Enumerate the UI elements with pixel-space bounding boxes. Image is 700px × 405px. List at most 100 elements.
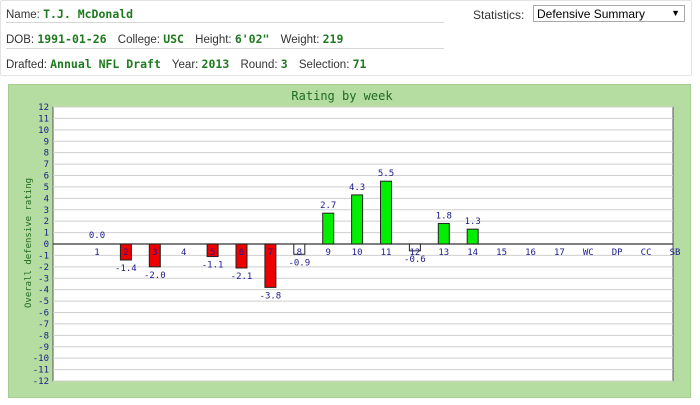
drafted-value: Annual NFL Draft: [50, 57, 161, 71]
x-tick-label: 9: [325, 248, 330, 258]
x-tick-label: 16: [525, 248, 536, 258]
y-tick-label: -3: [38, 274, 49, 284]
round-value: 3: [280, 57, 288, 71]
bar: [466, 228, 479, 245]
y-tick-label: -7: [38, 320, 49, 330]
y-tick-label: 7: [44, 160, 49, 170]
chart-panel: Rating by week Overall defensive rating …: [8, 84, 691, 398]
x-tick-label: 14: [467, 248, 478, 258]
data-label: 2.7: [320, 201, 336, 211]
name-label: Name:: [6, 9, 40, 21]
dob-label: DOB:: [6, 34, 35, 46]
y-tick-label: -1: [38, 251, 49, 261]
bar: [437, 222, 450, 245]
y-tick-label: 9: [44, 137, 49, 147]
dob-value: 1991-01-26: [37, 32, 107, 46]
bar: [119, 243, 132, 261]
rating-chart: Rating by week Overall defensive rating …: [24, 89, 681, 387]
draft-row: Drafted: Annual NFL Draft Year: 2013 Rou…: [6, 57, 366, 71]
x-tick-label: 15: [496, 248, 507, 258]
year-value: 2013: [201, 57, 230, 71]
data-label: -1.1: [202, 261, 224, 271]
y-tick-label: 2: [44, 217, 49, 227]
statistics-label: Statistics:: [473, 8, 525, 22]
x-tick-label: 3: [152, 248, 157, 258]
college-label: College:: [117, 34, 160, 46]
drafted-label: Drafted:: [6, 59, 47, 71]
x-tick-label: 2: [123, 248, 128, 258]
college-value: USC: [163, 32, 184, 46]
statistics-select[interactable]: Defensive Summary ▼: [533, 5, 685, 22]
data-label: 4.3: [349, 183, 365, 193]
y-tick-label: 11: [38, 114, 49, 124]
x-tick-label: 17: [554, 248, 565, 258]
y-tick-label: -4: [38, 286, 49, 296]
bar: [293, 243, 306, 255]
data-label: -1.4: [115, 264, 137, 274]
round-label: Round:: [240, 59, 278, 71]
x-tick-label: 13: [438, 248, 449, 258]
y-tick-label: -11: [33, 366, 49, 376]
y-tick-label: 3: [44, 206, 49, 216]
dropdown-arrow-icon: ▼: [671, 8, 680, 18]
x-tick-label: 1: [94, 248, 99, 258]
y-tick-label: 10: [38, 126, 49, 136]
statistics-selected-value: Defensive Summary: [537, 7, 646, 21]
selection-label: Selection:: [298, 59, 350, 71]
y-tick-label: -12: [33, 377, 49, 387]
y-tick-label: -5: [38, 297, 49, 307]
y-tick-label: -10: [33, 354, 49, 364]
y-tick-label: 4: [44, 194, 49, 204]
x-tick-label: WC: [583, 248, 594, 258]
bar: [264, 243, 277, 288]
y-tick-label: 6: [44, 172, 49, 182]
bar: [408, 243, 421, 252]
divider: [6, 48, 444, 49]
bio-row: DOB: 1991-01-26 College: USC Height: 6'0…: [6, 32, 343, 46]
x-tick-label: 11: [381, 248, 392, 258]
height-label: Height:: [195, 34, 232, 46]
data-label: 5.5: [378, 169, 394, 179]
x-tick-label: 5: [210, 248, 215, 258]
x-tick-label: SB: [670, 248, 681, 258]
x-tick-label: 4: [181, 248, 186, 258]
y-tick-label: 0: [44, 240, 49, 250]
data-label: -2.0: [144, 271, 166, 281]
y-tick-label: 5: [44, 183, 49, 193]
x-tick-label: 10: [352, 248, 363, 258]
y-axis-label: Overall defensive rating: [24, 178, 34, 308]
bar: [206, 243, 219, 258]
x-tick-label: 6: [239, 248, 244, 258]
data-label: 0.0: [89, 231, 105, 241]
player-name: T.J. McDonald: [43, 7, 134, 21]
x-tick-label: CC: [641, 248, 652, 258]
player-info-panel: Name: T.J. McDonald DOB: 1991-01-26 Coll…: [0, 0, 692, 76]
weight-label: Weight:: [280, 34, 320, 46]
bar: [380, 180, 392, 245]
data-label: -2.1: [231, 272, 253, 282]
y-tick-label: 8: [44, 149, 49, 159]
chart-title: Rating by week: [291, 89, 393, 103]
y-tick-label: -9: [38, 343, 49, 353]
x-tick-label: DP: [612, 248, 623, 258]
y-tick-label: 1: [44, 229, 49, 239]
y-tick-label: 12: [38, 103, 49, 113]
y-tick-label: -8: [38, 331, 49, 341]
selection-value: 71: [352, 57, 367, 71]
divider: [6, 22, 444, 23]
data-label: -0.6: [404, 255, 426, 265]
name-row: Name: T.J. McDonald: [6, 7, 133, 21]
year-label: Year:: [171, 59, 199, 71]
x-tick-label: 12: [409, 248, 420, 258]
y-tick-label: -6: [38, 309, 49, 319]
data-label: -3.8: [260, 291, 282, 301]
weight-value: 219: [322, 32, 344, 46]
data-label: 1.8: [436, 211, 452, 221]
x-tick-label: 8: [297, 248, 302, 258]
data-label: -0.9: [288, 258, 310, 268]
bar: [322, 212, 335, 245]
y-tick-label: -2: [38, 263, 49, 273]
height-value: 6'02": [234, 32, 270, 46]
bar: [148, 243, 161, 268]
bar: [235, 243, 248, 269]
